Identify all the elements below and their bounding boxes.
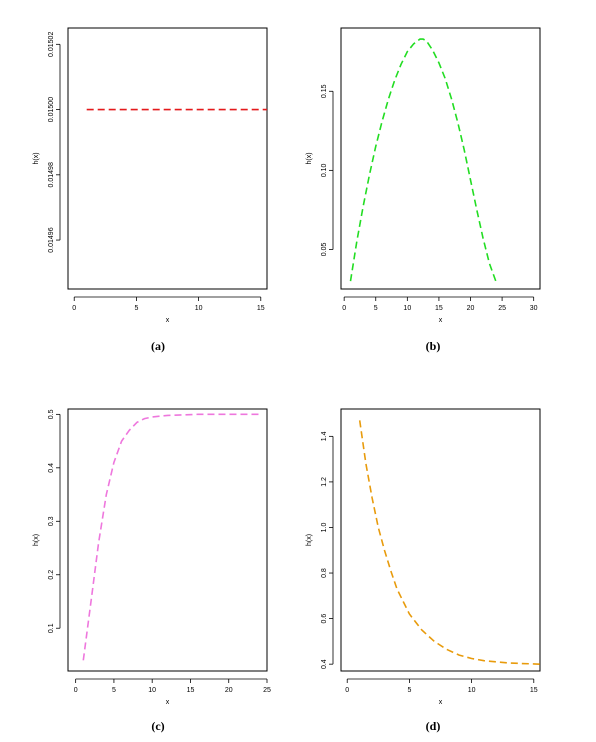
y-tick-label: 0.10 xyxy=(321,163,328,177)
y-tick-label: 0.8 xyxy=(321,568,328,578)
y-tick-label: 0.3 xyxy=(48,516,55,526)
panel-caption: (d) xyxy=(426,719,441,733)
y-tick-label: 0.4 xyxy=(321,659,328,669)
y-tick-label: 1.0 xyxy=(321,522,328,532)
x-axis-label: x xyxy=(166,699,170,706)
y-tick-label: 0.01502 xyxy=(48,32,55,57)
x-axis-label: x xyxy=(166,317,170,324)
x-tick-label: 15 xyxy=(257,305,265,312)
y-tick-label: 1.2 xyxy=(321,477,328,487)
x-tick-label: 0 xyxy=(74,687,78,694)
x-tick-label: 10 xyxy=(468,687,476,694)
y-tick-label: 0.5 xyxy=(48,409,55,419)
x-tick-label: 25 xyxy=(498,305,506,312)
x-tick-label: 15 xyxy=(530,687,538,694)
x-tick-label: 10 xyxy=(403,305,411,312)
x-tick-label: 10 xyxy=(195,305,203,312)
x-tick-label: 5 xyxy=(112,687,116,694)
y-tick-label: 0.15 xyxy=(321,84,328,98)
y-tick-label: 1.4 xyxy=(321,431,328,441)
x-tick-label: 0 xyxy=(72,305,76,312)
y-tick-label: 0.05 xyxy=(321,243,328,257)
plot-frame xyxy=(340,408,541,672)
x-tick-label: 0 xyxy=(342,305,346,312)
x-tick-label: 5 xyxy=(374,305,378,312)
plot-frame xyxy=(340,27,541,290)
chart-panel-2: 0 5 10 15 20 25 30 0.05 0.10 0.15 x h(x) (b) xyxy=(306,27,541,353)
x-axis-label: x xyxy=(439,699,443,706)
y-tick-label: 0.4 xyxy=(48,463,55,473)
x-tick-label: 15 xyxy=(187,687,195,694)
chart-panel-3: 0 5 10 15 20 25 0.1 0.2 0.3 0.4 0.5 x h(x) (c) xyxy=(33,408,271,733)
y-axis-label: h(x) xyxy=(33,534,40,546)
y-axis-label: h(x) xyxy=(33,152,40,164)
x-axis-label: x xyxy=(439,317,443,324)
x-tick-label: 10 xyxy=(148,687,156,694)
y-tick-label: 0.01498 xyxy=(48,162,55,187)
x-tick-label: 20 xyxy=(225,687,233,694)
y-axis-label: h(x) xyxy=(306,534,313,546)
x-tick-label: 20 xyxy=(467,305,475,312)
plot-frame xyxy=(67,27,268,290)
x-tick-label: 5 xyxy=(134,305,138,312)
chart-panel-1: 0 5 10 15 0.01496 0.01498 0.01500 0.01502 x h(x) (… xyxy=(33,27,268,353)
panel-caption: (b) xyxy=(426,339,441,353)
y-tick-label: 0.1 xyxy=(48,623,55,633)
y-axis-label: h(x) xyxy=(306,152,313,164)
y-tick-label: 0.01500 xyxy=(48,97,55,122)
y-tick-label: 0.6 xyxy=(321,614,328,624)
y-tick-label: 0.01496 xyxy=(48,227,55,252)
x-tick-label: 5 xyxy=(407,687,411,694)
series-line-1 xyxy=(358,420,541,665)
x-tick-label: 30 xyxy=(530,305,538,312)
panel-caption: (c) xyxy=(151,719,164,733)
y-tick-label: 0.2 xyxy=(48,570,55,580)
x-tick-label: 0 xyxy=(345,687,349,694)
x-tick-label: 25 xyxy=(263,687,271,694)
panel-caption: (a) xyxy=(151,339,165,353)
series-line-1 xyxy=(82,413,260,661)
series-line-1 xyxy=(349,38,497,282)
x-tick-label: 15 xyxy=(435,305,443,312)
chart-panel-4: 0 5 10 15 0.4 0.6 0.8 1.0 1.2 1.4 x h(x) (d) xyxy=(306,408,541,733)
plot-frame xyxy=(67,408,268,672)
